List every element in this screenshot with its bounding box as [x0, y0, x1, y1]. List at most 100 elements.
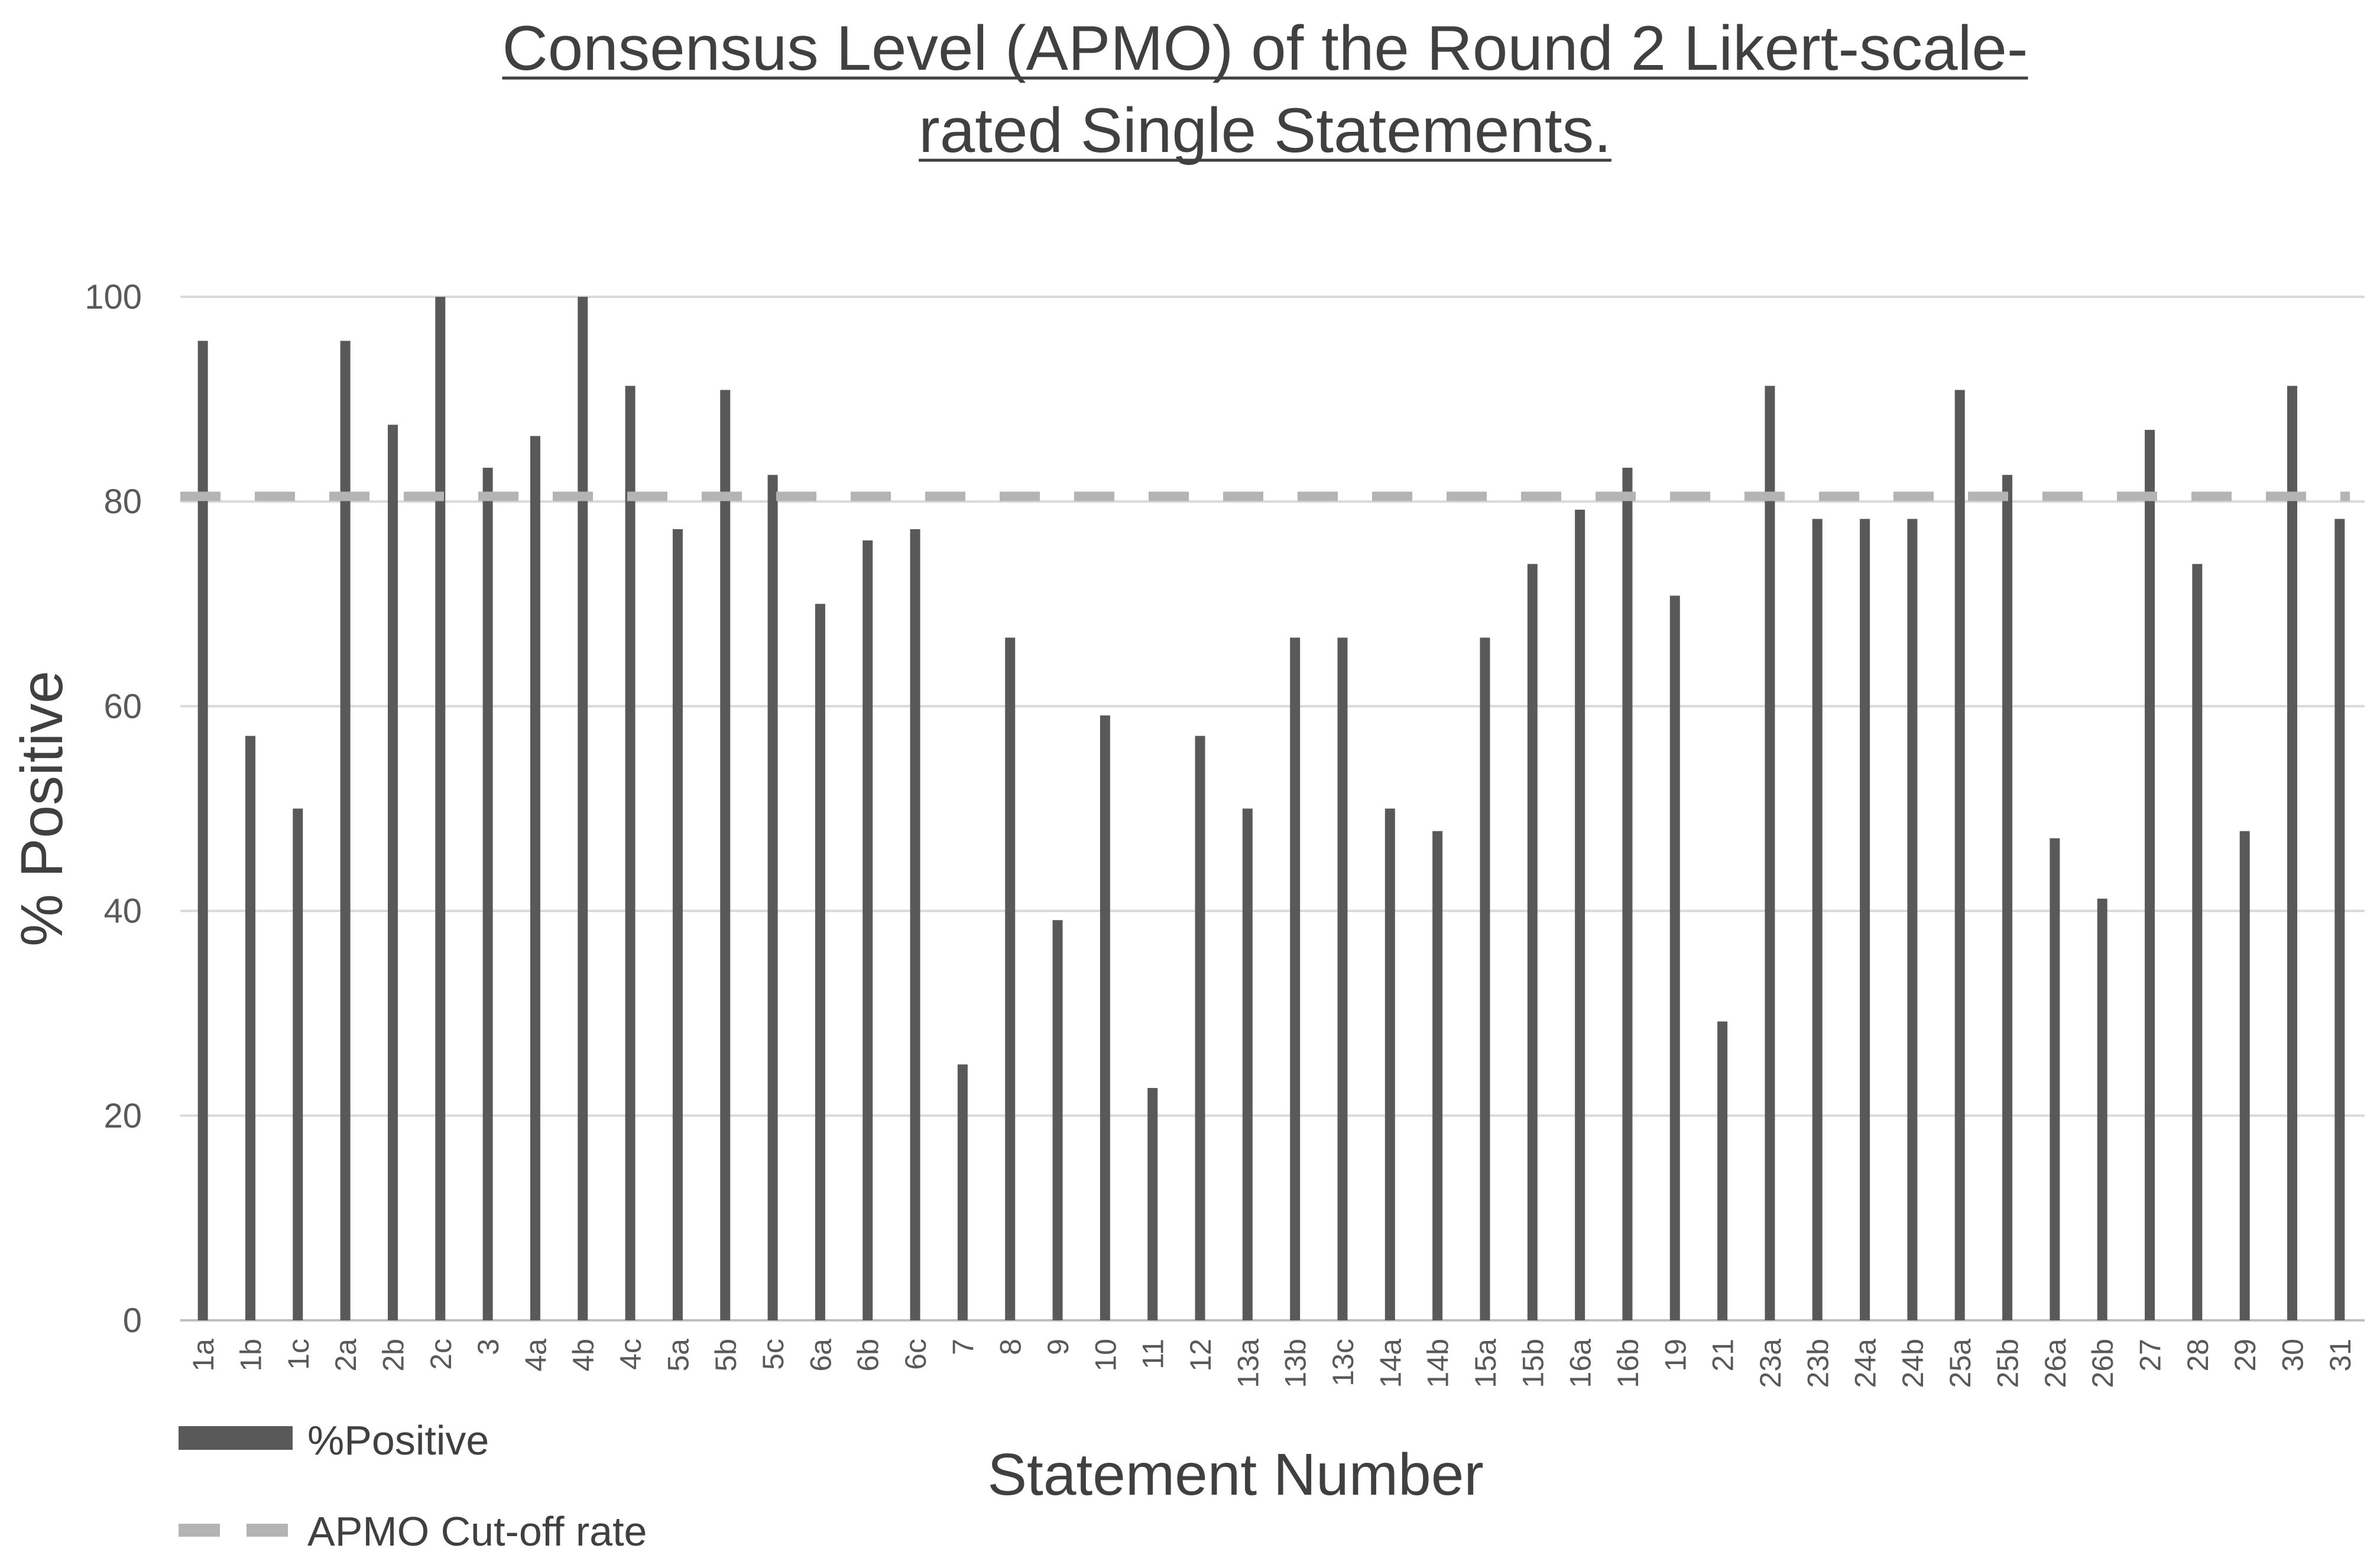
x-tick-label-5c: 5c: [757, 1339, 790, 1370]
x-tick-label-6b: 6b: [852, 1339, 885, 1372]
x-tick-label-2a: 2a: [329, 1339, 362, 1372]
x-tick-label-29: 29: [2229, 1339, 2262, 1372]
x-tick-label-4c: 4c: [614, 1339, 647, 1370]
y-axis-tick-labels: 0 20 40 60 80 100: [85, 278, 142, 1340]
bar-9: [1052, 920, 1063, 1320]
bars: [197, 297, 2345, 1321]
bar-1b: [245, 736, 255, 1320]
x-tick-label-6c: 6c: [899, 1339, 932, 1370]
bar-4b: [578, 297, 588, 1320]
x-tick-label-25b: 25b: [1992, 1339, 2025, 1388]
bar-2a: [340, 341, 351, 1320]
bar-23b: [1812, 519, 1823, 1321]
x-tick-label-23b: 23b: [1801, 1339, 1834, 1388]
bar-8: [1005, 637, 1016, 1320]
x-tick-label-3: 3: [472, 1339, 505, 1355]
bar-31: [2334, 519, 2345, 1321]
x-tick-label-7: 7: [946, 1339, 980, 1355]
bar-21: [1717, 1021, 1728, 1320]
chart-title: Consensus Level (APMO) of the Round 2 Li…: [502, 12, 2028, 166]
x-tick-label-8: 8: [994, 1339, 1027, 1355]
bar-3: [482, 468, 493, 1320]
bar-15b: [1527, 563, 1538, 1320]
x-tick-label-16b: 16b: [1611, 1339, 1645, 1388]
bar-2c: [435, 297, 446, 1320]
x-tick-label-26b: 26b: [2086, 1339, 2119, 1388]
x-tick-label-2b: 2b: [377, 1339, 410, 1372]
x-tick-label-4a: 4a: [519, 1339, 552, 1372]
bar-30: [2287, 386, 2298, 1321]
y-tick-label: 80: [103, 482, 142, 521]
x-tick-label-21: 21: [1707, 1339, 1740, 1372]
bar-4c: [625, 386, 635, 1321]
bar-6b: [862, 540, 873, 1320]
bar-11: [1147, 1088, 1158, 1320]
x-tick-label-28: 28: [2181, 1339, 2214, 1372]
bar-1a: [197, 341, 208, 1320]
x-tick-label-1a: 1a: [187, 1339, 220, 1372]
x-tick-label-30: 30: [2277, 1339, 2310, 1372]
legend-label-positive: %Positive: [307, 1417, 489, 1463]
x-tick-label-14a: 14a: [1374, 1339, 1407, 1388]
x-tick-label-15a: 15a: [1469, 1339, 1502, 1388]
x-tick-label-15b: 15b: [1516, 1339, 1549, 1388]
x-tick-label-16a: 16a: [1564, 1339, 1597, 1388]
bar-19: [1669, 595, 1680, 1320]
x-tick-label-13b: 13b: [1279, 1339, 1312, 1388]
x-tick-label-13a: 13a: [1231, 1339, 1264, 1388]
y-tick-label: 0: [123, 1301, 142, 1340]
bar-5c: [767, 475, 778, 1320]
bar-1c: [293, 808, 303, 1320]
x-tick-label-5b: 5b: [709, 1339, 742, 1372]
bar-7: [957, 1064, 968, 1320]
x-tick-label-5a: 5a: [662, 1339, 695, 1372]
x-tick-label-23a: 23a: [1754, 1339, 1787, 1388]
x-tick-label-9: 9: [1042, 1339, 1075, 1355]
x-tick-label-11: 11: [1137, 1339, 1170, 1369]
x-tick-label-4b: 4b: [567, 1339, 600, 1372]
bar-13a: [1242, 808, 1253, 1320]
bar-27: [2145, 430, 2155, 1320]
bar-26b: [2097, 898, 2107, 1320]
y-tick-label: 100: [85, 278, 142, 316]
legend-label-cutoff: APMO Cut-off rate: [307, 1508, 647, 1554]
y-tick-label: 60: [103, 687, 142, 725]
x-tick-label-14b: 14b: [1422, 1339, 1455, 1388]
y-tick-label: 40: [103, 892, 142, 931]
bar-14b: [1432, 831, 1443, 1320]
x-tick-label-6a: 6a: [804, 1339, 837, 1372]
x-tick-label-19: 19: [1659, 1339, 1692, 1372]
bar-10: [1100, 715, 1110, 1320]
x-axis-label: Statement Number: [987, 1442, 1483, 1508]
y-tick-label: 20: [103, 1097, 142, 1135]
x-axis-tick-labels: 1a 1b 1c 2a 2b 2c 3 4a 4b 4c 5a 5b 5c 6a 6b 6c 7 8 9 10 11 12…: [187, 1339, 2357, 1388]
bar-5a: [672, 529, 683, 1320]
chart-title-line-1: Consensus Level (APMO) of the Round 2 Li…: [502, 12, 2028, 83]
bar-28: [2192, 563, 2203, 1320]
bar-2b: [387, 425, 398, 1320]
bar-12: [1195, 736, 1205, 1320]
bar-23a: [1765, 386, 1775, 1321]
bar-13c: [1337, 637, 1348, 1320]
gridlines: [180, 296, 2365, 1321]
x-tick-label-1b: 1b: [234, 1339, 267, 1372]
legend: %Positive APMO Cut-off rate: [179, 1417, 647, 1554]
bar-4a: [530, 436, 540, 1320]
bar-15a: [1480, 637, 1490, 1320]
x-tick-label-12: 12: [1184, 1339, 1217, 1372]
bar-13b: [1290, 637, 1301, 1320]
chart-title-line-2: rated Single Statements.: [919, 95, 1611, 166]
bar-25b: [2002, 475, 2013, 1320]
bar-14a: [1384, 808, 1395, 1320]
bar-24b: [1907, 519, 1918, 1321]
bar-5b: [720, 390, 731, 1320]
x-tick-label-27: 27: [2134, 1339, 2167, 1372]
x-tick-label-24b: 24b: [1896, 1339, 1930, 1388]
bar-6a: [815, 604, 825, 1320]
bar-29: [2239, 831, 2250, 1320]
bar-26a: [2050, 838, 2060, 1320]
x-tick-label-2c: 2c: [424, 1339, 458, 1370]
bar-24a: [1860, 519, 1870, 1321]
x-tick-label-13c: 13c: [1327, 1339, 1360, 1387]
